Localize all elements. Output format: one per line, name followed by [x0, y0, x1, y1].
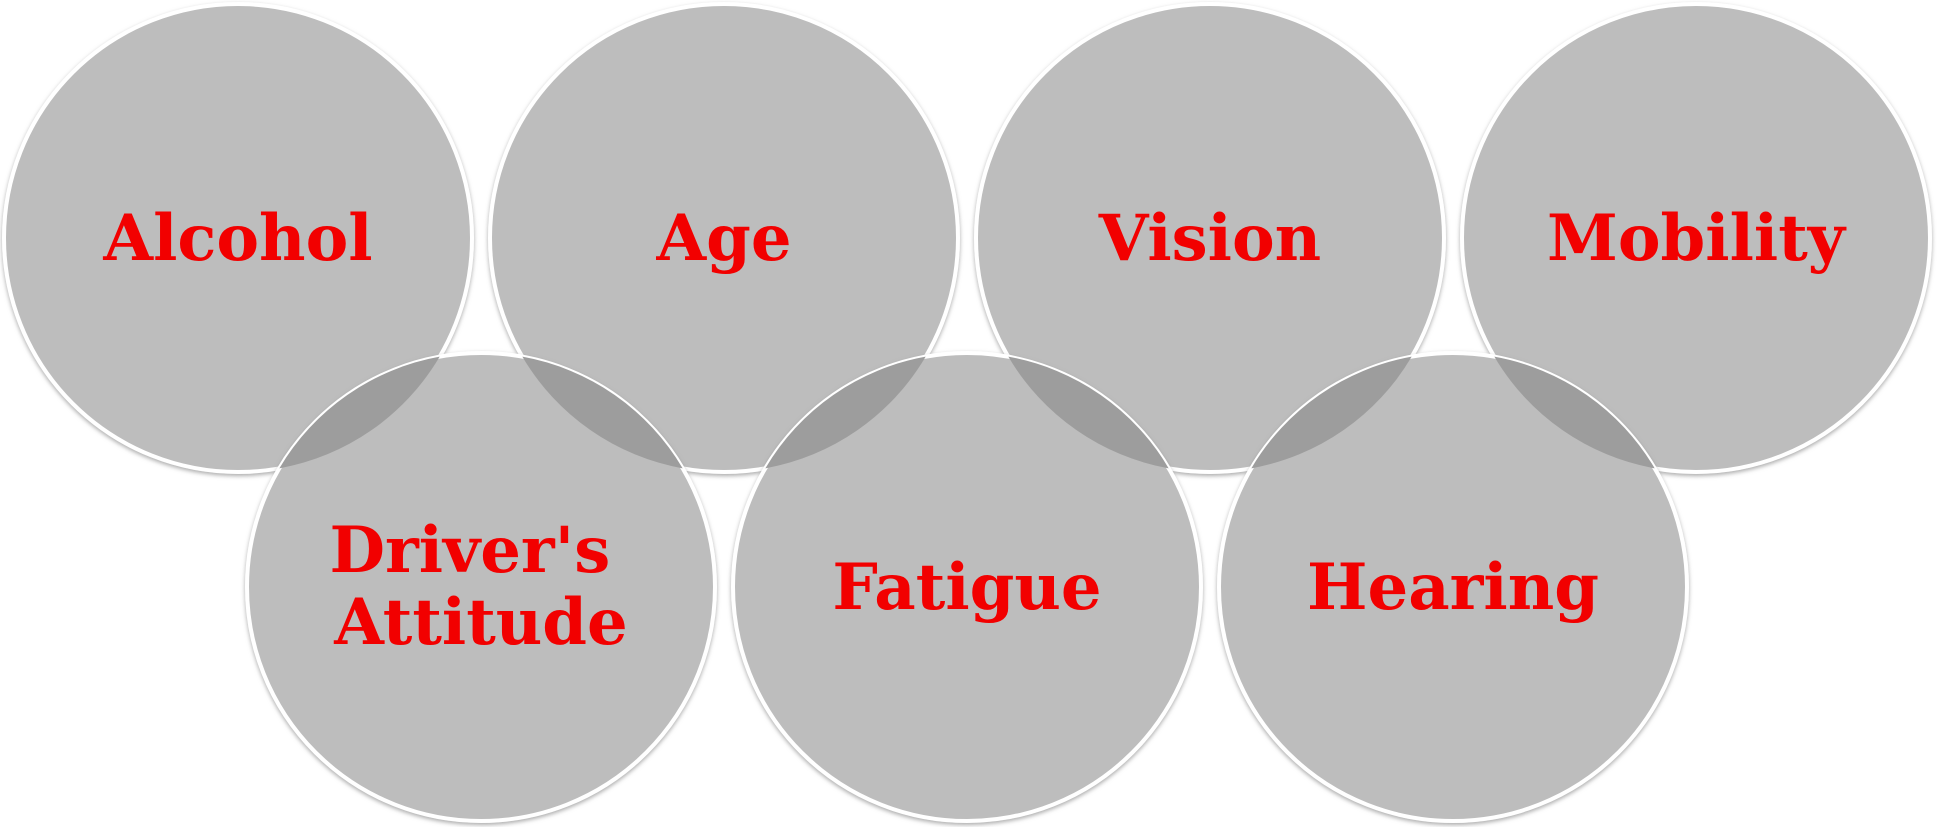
circle-drivers-attitude-label-line-1: Driver's [329, 513, 610, 588]
overlap-regions [279, 356, 1655, 469]
circle-vision-label-line-1: Vision [1098, 201, 1321, 276]
circle-age: Age [488, 2, 960, 474]
circle-vision: Vision [974, 2, 1446, 474]
overlap-lens-1 [279, 356, 440, 469]
circle-hearing-shape [1217, 351, 1689, 823]
circle-hearing: Hearing [1217, 351, 1689, 823]
overlap-lens-6 [1494, 356, 1655, 469]
circle-mobility-label-line-1: Mobility [1547, 201, 1847, 276]
circle-age-label-line-1: Age [655, 201, 791, 276]
circle-age-label: Age [655, 201, 791, 276]
circle-alcohol: Alcohol [2, 2, 474, 474]
circle-hearing-label-line-1: Hearing [1307, 550, 1599, 625]
circle-mobility: Mobility [1460, 2, 1932, 474]
circle-mobility-label: Mobility [1547, 201, 1847, 276]
circle-hearing-label: Hearing [1307, 550, 1599, 625]
overlap-lens-3 [765, 356, 926, 469]
overlap-lens-4 [1008, 356, 1169, 469]
circle-fatigue: Fatigue [731, 351, 1203, 823]
circle-vision-label: Vision [1098, 201, 1321, 276]
overlap-lens-2 [522, 356, 683, 469]
circle-alcohol-label: Alcohol [102, 201, 372, 276]
circle-drivers-attitude-shape [245, 351, 717, 823]
circle-alcohol-label-line-1: Alcohol [102, 201, 372, 276]
circle-fatigue-label: Fatigue [832, 550, 1101, 625]
circle-fatigue-shape [731, 351, 1203, 823]
circle-alcohol-shape [2, 2, 474, 474]
circle-age-shape [488, 2, 960, 474]
circle-vision-shape [974, 2, 1446, 474]
circle-mobility-shape [1460, 2, 1932, 474]
overlap-lens-5 [1251, 356, 1412, 469]
circle-drivers-attitude-label: Driver's Attitude [329, 513, 632, 660]
circle-drivers-attitude: Driver's Attitude [245, 351, 717, 823]
circle-drivers-attitude-label-line-2: Attitude [333, 585, 628, 660]
circle-fatigue-label-line-1: Fatigue [832, 550, 1101, 625]
